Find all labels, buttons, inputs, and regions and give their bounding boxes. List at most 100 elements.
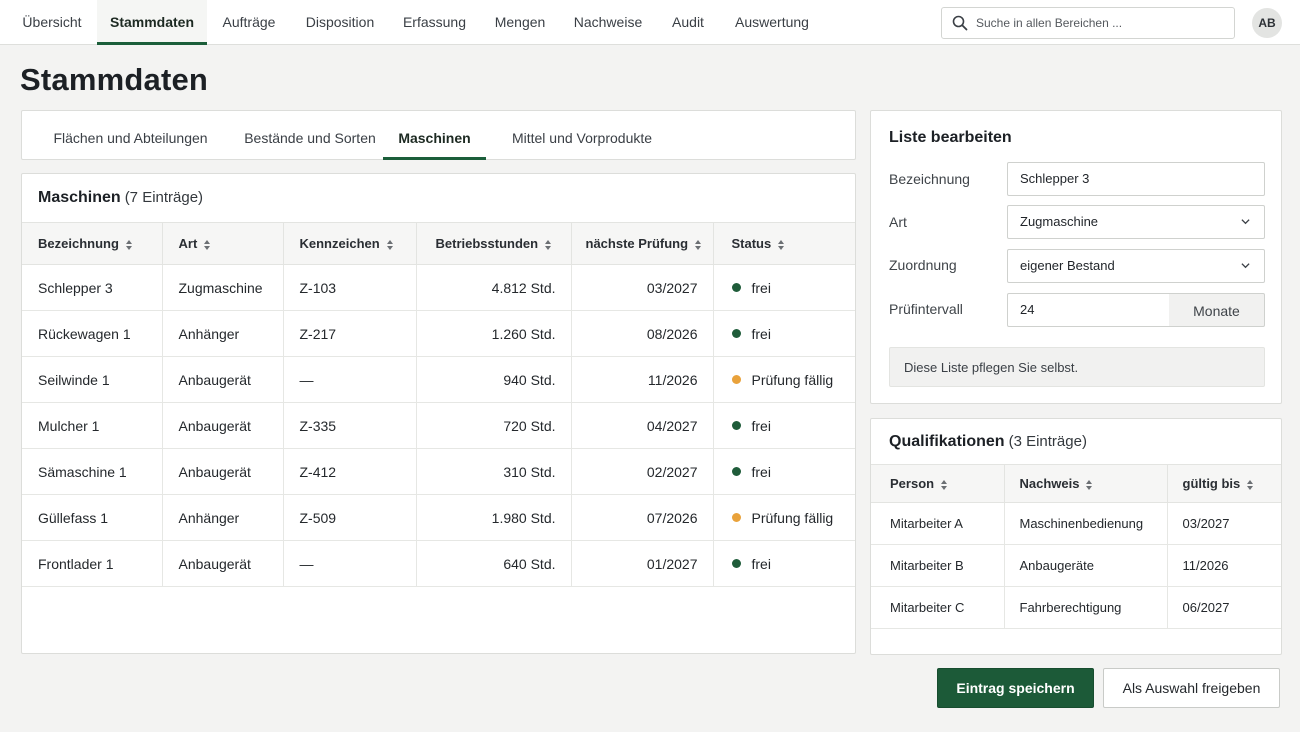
table-row[interactable]: Sämaschine 1 Anbaugerät Z-412 310 Std. 02/20… <box>22 448 855 495</box>
status-dot-icon <box>731 329 741 339</box>
cell-person: Mitarbeiter A <box>871 502 1005 545</box>
global-search <box>941 7 1235 39</box>
column-header-nachweis[interactable]: Nachweis <box>1004 464 1168 503</box>
sort-icon <box>1086 479 1093 490</box>
table-row[interactable]: Mitarbeiter C Fahrberechtigung 06/2027 <box>871 586 1281 629</box>
cell-status: Prüfung fällig <box>713 494 855 541</box>
nav-tab-auswertung[interactable]: Auswertung <box>735 14 809 30</box>
cell-art: Anhänger <box>162 310 284 357</box>
table-row[interactable]: Schlepper 3 Zugmaschine Z-103 4.812 Std. 03/… <box>22 264 855 311</box>
sort-icon <box>204 239 211 250</box>
table-row[interactable]: Seilwinde 1 Anbaugerät —940 Std. 11/2026 Prü… <box>22 356 855 403</box>
sort-icon <box>545 239 552 250</box>
cell-naechste-pruefung: 01/2027 <box>571 540 714 587</box>
user-avatar[interactable]: AB <box>1252 8 1282 38</box>
status-dot-icon <box>731 421 741 431</box>
qualifications-table: Person Nachweis gültig bis Mitarbeiter A… <box>871 464 1281 629</box>
search-input[interactable] <box>976 9 1226 37</box>
machines-table: Bezeichnung Art Kennzeichen Betriebsstun… <box>22 222 855 587</box>
cell-gueltig-bis: 11/2026 <box>1167 544 1281 587</box>
column-header-label: Kennzeichen <box>299 236 380 251</box>
column-header-person[interactable]: Person <box>871 464 1005 503</box>
top-navigation: Übersicht Stammdaten Aufträge Dispositio… <box>0 0 1300 45</box>
zuordnung-label: Zuordnung <box>889 257 957 273</box>
release-selection-button[interactable]: Als Auswahl freigeben <box>1103 668 1280 708</box>
search-icon <box>952 15 968 31</box>
cell-betriebsstunden: 1.260 Std. <box>416 310 572 357</box>
cell-naechste-pruefung: 07/2026 <box>571 494 714 541</box>
table-row[interactable]: Mitarbeiter A Maschinenbedienung 03/2027 <box>871 502 1281 545</box>
sort-icon <box>941 479 948 490</box>
zuordnung-select[interactable]: eigener Bestand <box>1007 249 1265 283</box>
table-row[interactable]: Rückewagen 1 Anhänger Z-217 1.260 Std. 08/20… <box>22 310 855 357</box>
table-row[interactable]: Mulcher 1 Anbaugerät Z-335 720 Std. 04/2027 f… <box>22 402 855 449</box>
nav-tab-erfassung[interactable]: Erfassung <box>402 14 467 30</box>
subtab-maschinen[interactable]: Maschinen <box>383 111 486 160</box>
cell-kennzeichen: Z-412 <box>283 448 417 495</box>
bezeichnung-label: Bezeichnung <box>889 171 970 187</box>
cell-bezeichnung: Güllefass 1 <box>22 494 163 541</box>
nav-tab-auftraege[interactable]: Aufträge <box>222 14 276 30</box>
nav-tab-stammdaten[interactable]: Stammdaten <box>97 0 207 45</box>
cell-status: frei <box>713 540 855 587</box>
cell-nachweis: Maschinenbedienung <box>1004 502 1168 545</box>
sort-icon <box>386 239 393 250</box>
cell-betriebsstunden: 720 Std. <box>416 402 572 449</box>
cell-bezeichnung: Seilwinde 1 <box>22 356 163 403</box>
subtab-mittel[interactable]: Mittel und Vorprodukte <box>511 130 653 146</box>
pruefintervall-unit: Monate <box>1169 293 1265 327</box>
chevron-down-icon <box>1241 263 1250 269</box>
cell-nachweis: Fahrberechtigung <box>1004 586 1168 629</box>
art-label: Art <box>889 214 907 230</box>
cell-art: Anbaugerät <box>162 356 284 403</box>
status-text: frei <box>751 417 771 434</box>
status-text: frei <box>751 279 771 296</box>
cell-bezeichnung: Sämaschine 1 <box>22 448 163 495</box>
pruefintervall-input[interactable]: 24 <box>1007 293 1170 327</box>
nav-tab-mengen[interactable]: Mengen <box>494 14 546 30</box>
column-header-gueltig-bis[interactable]: gültig bis <box>1167 464 1281 503</box>
table-row[interactable]: Mitarbeiter B Anbaugeräte 11/2026 <box>871 544 1281 587</box>
status-text: Prüfung fällig <box>751 509 834 526</box>
column-header-art[interactable]: Art <box>162 222 284 265</box>
column-header-label: Nachweis <box>1019 476 1080 491</box>
cell-kennzeichen: Z-335 <box>283 402 417 449</box>
sort-icon <box>125 239 132 250</box>
column-header-kennzeichen[interactable]: Kennzeichen <box>283 222 417 265</box>
cell-status: frei <box>713 310 855 357</box>
chevron-down-icon <box>1241 219 1250 225</box>
save-entry-button[interactable]: Eintrag speichern <box>937 668 1094 708</box>
qualifications-count: (3 Einträge) <box>1008 433 1087 450</box>
column-header-label: Person <box>890 476 935 491</box>
cell-gueltig-bis: 03/2027 <box>1167 502 1281 545</box>
cell-art: Anbaugerät <box>162 540 284 587</box>
bezeichnung-field[interactable]: Schlepper 3 <box>1007 162 1265 196</box>
pruefintervall-label: Prüfintervall <box>889 301 963 317</box>
cell-nachweis: Anbaugeräte <box>1004 544 1168 587</box>
status-text: frei <box>751 463 771 480</box>
art-select[interactable]: Zugmaschine <box>1007 205 1265 239</box>
cell-betriebsstunden: 4.812 Std. <box>416 264 572 311</box>
column-header-bezeichnung[interactable]: Bezeichnung <box>22 222 163 265</box>
column-header-label: gültig bis <box>1182 476 1241 491</box>
column-header-status[interactable]: Status <box>713 222 855 265</box>
table-row[interactable]: Frontlader 1 Anbaugerät —640 Std. 01/2027 fr… <box>22 540 855 587</box>
table-row[interactable]: Güllefass 1 Anhänger Z-509 1.980 Std. 07/202… <box>22 494 855 541</box>
status-dot-icon <box>731 375 741 385</box>
column-header-betriebsstunden[interactable]: Betriebsstunden <box>416 222 572 265</box>
cell-status: frei <box>713 264 855 311</box>
cell-naechste-pruefung: 11/2026 <box>571 356 714 403</box>
cell-betriebsstunden: 640 Std. <box>416 540 572 587</box>
nav-tab-uebersicht[interactable]: Übersicht <box>22 14 82 30</box>
nav-tab-nachweise[interactable]: Nachweise <box>573 14 643 30</box>
cell-betriebsstunden: 940 Std. <box>416 356 572 403</box>
cell-kennzeichen: Z-103 <box>283 264 417 311</box>
status-text: frei <box>751 325 771 342</box>
nav-tab-disposition[interactable]: Disposition <box>305 14 375 30</box>
subtab-flaechen[interactable]: Flächen und Abteilungen <box>53 130 208 146</box>
nav-tab-audit[interactable]: Audit <box>672 14 704 30</box>
subtab-bestaende[interactable]: Bestände und Sorten <box>244 130 376 146</box>
sort-icon <box>778 239 785 250</box>
column-header-naechste-pruefung[interactable]: nächste Prüfung <box>571 222 714 265</box>
status-dot-icon <box>731 283 741 293</box>
